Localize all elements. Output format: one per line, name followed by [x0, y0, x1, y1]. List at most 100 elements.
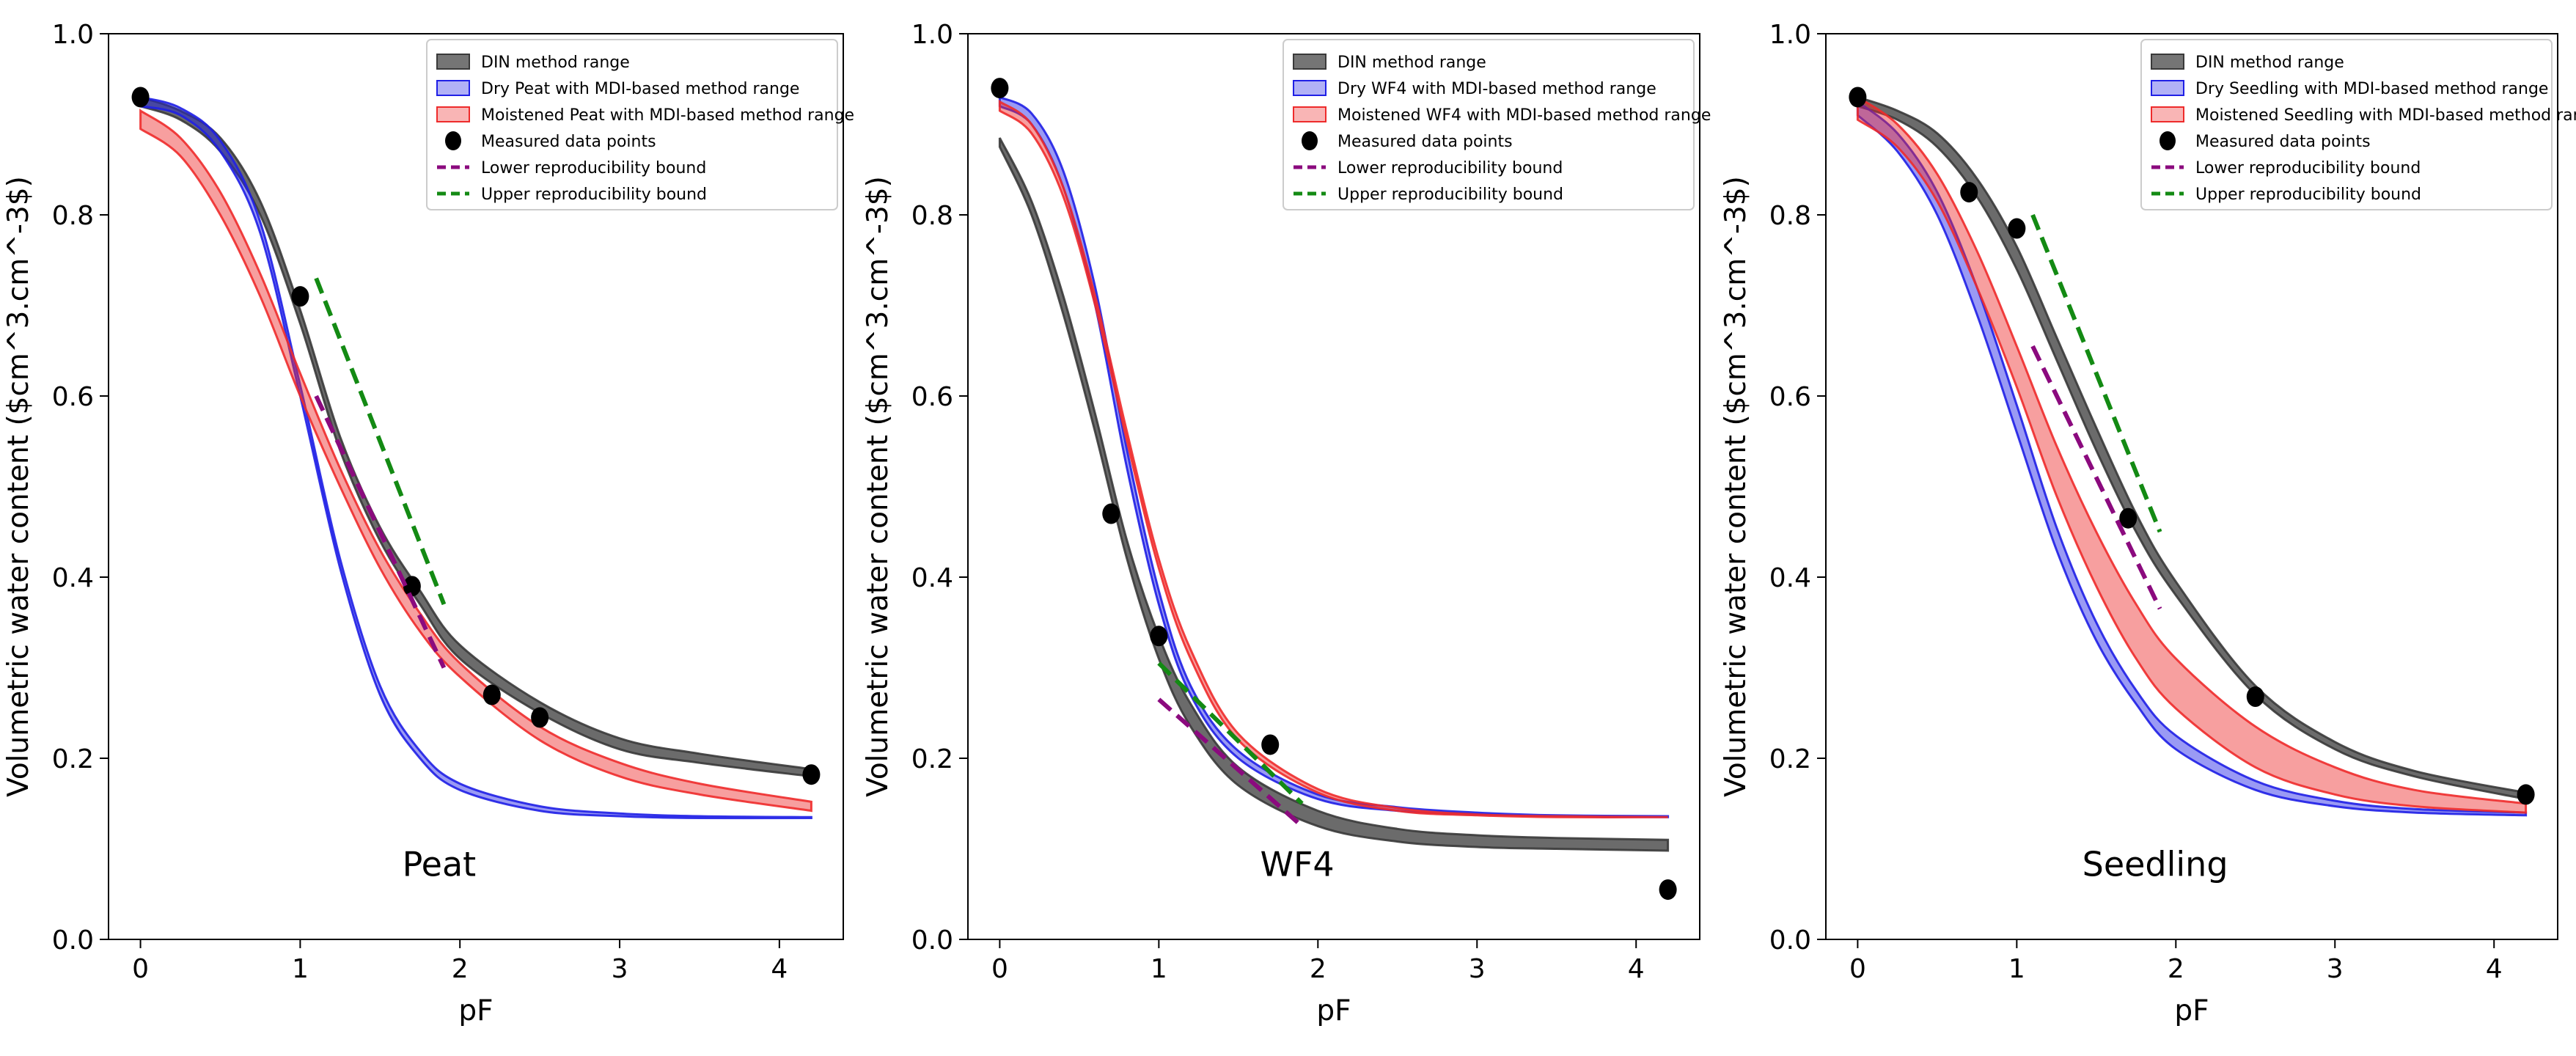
x-tick-label: 1: [292, 954, 309, 984]
legend-label: Dry Seedling with MDI-based method range: [2195, 80, 2548, 98]
y-tick-label: 1.0: [911, 20, 953, 50]
legend-key-moist: [2151, 106, 2184, 122]
data-point: [2517, 784, 2535, 805]
x-tick-label: 0: [1849, 954, 1866, 984]
x-tick-label: 2: [1310, 954, 1326, 984]
data-point: [2008, 218, 2026, 239]
legend-label: Lower reproducibility bound: [481, 159, 706, 177]
legend-label: Measured data points: [2195, 133, 2371, 151]
lower-bound-line: [314, 395, 447, 669]
legend-label: Dry WF4 with MDI-based method range: [1337, 80, 1656, 98]
lower-bound-line: [2030, 345, 2162, 610]
legend-key-din: [1293, 54, 1326, 70]
y-tick-label: 0.0: [1769, 925, 1811, 956]
x-axis-label: pF: [458, 994, 493, 1027]
x-tick-label: 4: [2486, 954, 2503, 984]
data-point: [291, 286, 309, 307]
data-point: [403, 576, 421, 597]
x-tick-label: 2: [452, 954, 469, 984]
legend-label: DIN method range: [481, 54, 630, 72]
chart-panel-1: 0 1 2 3 4 0.0 0.2 0.4 0.6 0.8 1.0 pF Volumetric wate…: [2, 20, 854, 1027]
plot-content: [991, 78, 1677, 901]
x-tick-label: 3: [1469, 954, 1486, 984]
x-tick-label: 0: [132, 954, 149, 984]
legend-label: Measured data points: [1337, 133, 1513, 151]
legend-label: DIN method range: [2195, 54, 2344, 72]
chart-panel-3: 0 1 2 3 4 0.0 0.2 0.4 0.6 0.8 1.0 pF Volumetric wate…: [1720, 20, 2576, 1027]
series-band-3: [1856, 95, 2528, 814]
panel-title: Seedling: [2083, 845, 2228, 884]
legend-label: Measured data points: [481, 133, 656, 151]
legend-frame: [2140, 39, 2553, 210]
y-tick-label: 0.6: [1769, 382, 1811, 412]
legend-key-dry: [436, 80, 470, 96]
data-point: [482, 684, 501, 705]
x-axis-label: pF: [2174, 994, 2209, 1027]
legend: DIN method range Dry Peat with MDI-based …: [426, 39, 854, 210]
x-tick-label: 1: [2008, 954, 2025, 984]
plot-content: [131, 87, 821, 820]
legend-frame: [1283, 39, 1695, 210]
y-tick-label: 0.2: [911, 744, 953, 774]
x-tick-label: 3: [2327, 954, 2344, 984]
y-tick-label: 1.0: [1769, 20, 1811, 50]
x-tick-label: 0: [991, 954, 1008, 984]
x-axis-label: pF: [1316, 994, 1351, 1027]
upper-bound-line: [2030, 213, 2162, 533]
y-tick-label: 0.0: [911, 925, 953, 956]
legend-label: Moistened Seedling with MDI-based method…: [2195, 106, 2576, 125]
plot-content: [1849, 87, 2535, 817]
y-tick-label: 0.2: [1769, 744, 1811, 774]
x-tick-label: 4: [771, 954, 788, 984]
panel-title: WF4: [1260, 845, 1334, 884]
x-tick-label: 2: [2168, 954, 2184, 984]
panel-title: Peat: [403, 845, 477, 884]
y-tick-label: 0.8: [52, 201, 94, 231]
y-tick-label: 0.0: [52, 925, 94, 956]
x-tick-label: 3: [612, 954, 628, 984]
y-tick-label: 0.8: [1769, 201, 1811, 231]
legend-label: Moistened Peat with MDI-based method ran…: [481, 106, 854, 125]
legend-key-points: [2159, 131, 2176, 150]
data-point: [802, 764, 821, 785]
data-point: [1150, 626, 1168, 647]
x-tick-label: 4: [1628, 954, 1645, 984]
legend-key-dry: [2151, 80, 2184, 96]
legend-key-dry: [1293, 80, 1326, 96]
data-point: [991, 78, 1009, 99]
y-tick-label: 0.2: [52, 744, 94, 774]
data-point: [1849, 87, 1867, 108]
series-band-3: [998, 99, 1668, 818]
y-axis-label: Volumetric water content ($cm^3.cm^-3$): [862, 176, 895, 797]
legend-frame: [426, 39, 838, 210]
legend-key-din: [436, 54, 470, 70]
legend-label: Dry Peat with MDI-based method range: [481, 80, 799, 98]
legend-label: Moistened WF4 with MDI-based method rang…: [1337, 106, 1711, 125]
data-point: [1261, 734, 1280, 755]
y-tick-label: 0.4: [52, 563, 94, 593]
y-axis-label: Volumetric water content ($cm^3.cm^-3$): [1720, 176, 1753, 797]
data-point: [131, 87, 150, 108]
y-tick-label: 1.0: [52, 20, 94, 50]
upper-bound-line: [314, 277, 447, 606]
y-tick-label: 0.4: [911, 563, 953, 593]
legend-key-points: [1302, 131, 1318, 150]
y-tick-label: 0.6: [52, 382, 94, 412]
y-tick-label: 0.6: [911, 382, 953, 412]
data-point: [531, 707, 549, 728]
series-band-3: [139, 109, 812, 813]
legend-label: Lower reproducibility bound: [2195, 159, 2421, 177]
lower-bound-line: [1157, 697, 1304, 828]
data-point: [1960, 182, 1978, 203]
legend: DIN method range Dry WF4 with MDI-based m…: [1283, 39, 1711, 210]
legend-key-din: [2151, 54, 2184, 70]
upper-bound-line: [1157, 661, 1304, 805]
y-tick-label: 0.4: [1769, 563, 1811, 593]
x-tick-label: 1: [1151, 954, 1167, 984]
legend-key-moist: [1293, 106, 1326, 122]
y-tick-label: 0.8: [911, 201, 953, 231]
legend-label: Upper reproducibility bound: [481, 186, 707, 204]
legend-key-moist: [436, 106, 470, 122]
legend-label: DIN method range: [1337, 54, 1486, 72]
